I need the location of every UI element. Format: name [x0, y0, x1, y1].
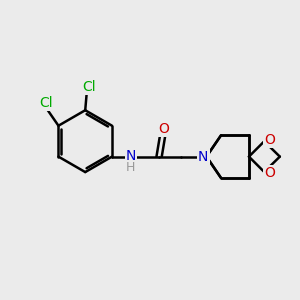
- Text: N: N: [198, 150, 208, 164]
- Text: Cl: Cl: [39, 96, 52, 110]
- Text: O: O: [264, 133, 275, 147]
- Text: H: H: [126, 161, 135, 174]
- Text: O: O: [264, 167, 275, 180]
- Text: Cl: Cl: [82, 80, 96, 94]
- Text: N: N: [126, 149, 136, 163]
- Text: O: O: [158, 122, 169, 136]
